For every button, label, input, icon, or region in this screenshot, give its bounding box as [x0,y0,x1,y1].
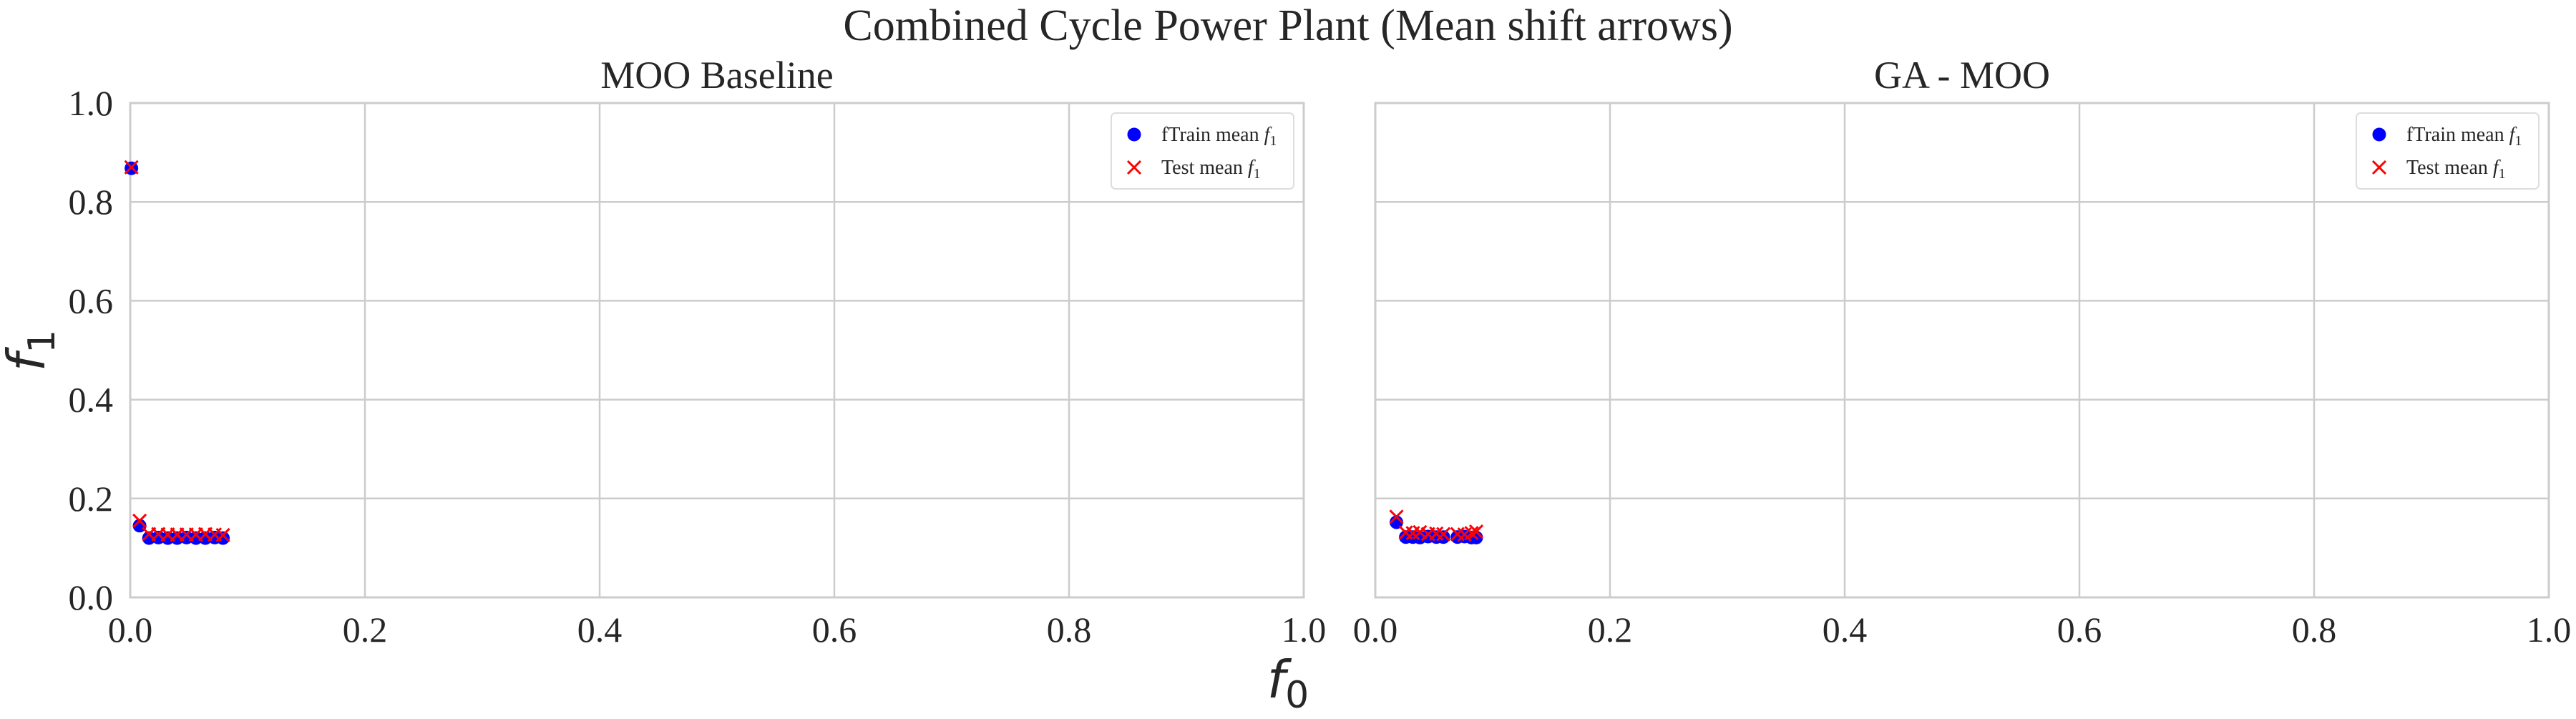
panel-title: GA - MOO [1874,54,2050,97]
plot-frame [1374,102,2550,599]
panel-title: MOO Baseline [600,54,833,97]
x-tick-label: 0.8 [2292,610,2337,650]
y-axis-label-subscript: 1 [21,330,64,353]
legend-entry-name: fTrain mean [1161,124,1264,146]
legend-entry-label: fTrain mean f1 [1161,124,1277,149]
legend-entry-label: fTrain mean f1 [2406,124,2522,149]
legend-entry-name: Test mean [2406,157,2493,179]
legend-marker-circle [2372,127,2386,142]
x-tick-label: 0.8 [1047,610,1092,650]
y-tick-label: 0.4 [69,380,114,420]
legend-entry-subscript: 1 [1269,133,1277,149]
test-mean-point [215,527,230,542]
x-tick-label: 0.0 [108,610,153,650]
chart-panel-1: MOO Baseline 0.0 0.2 0.4 0.6 0.8 1.0 0.0 0.2 0.4 0… [69,54,1327,650]
y-tick-label: 0.2 [69,479,114,519]
x-tick-label: 0.6 [812,610,857,650]
legend-entry-symbol: f [1248,157,1256,179]
x-tick-label: 1.0 [2527,610,2572,650]
x-axis-label-subscript: 0 [1285,674,1309,715]
plot-frame [129,102,1305,599]
chart-suptitle: Combined Cycle Power Plant (Mean shift a… [843,1,1732,50]
legend-marker-circle [1127,127,1141,142]
legend-frame [1111,112,1294,190]
test-mean-point [1413,524,1428,539]
x-tick-label: 0.2 [1588,610,1633,650]
legend-marker-x [2371,160,2387,175]
x-tick-label: 0.4 [577,610,623,650]
legend-entry-symbol: f [2509,124,2517,146]
test-mean-point [1436,527,1451,542]
legend-entry-symbol: f [1264,124,1272,146]
legend-frame [2356,112,2540,190]
legend-entry-label: Test mean f1 [2406,157,2506,182]
legend-entry-label: Test mean f1 [1161,157,1261,182]
test-mean-point [1468,524,1484,539]
x-tick-label: 0.6 [2057,610,2102,650]
x-tick-label: 0.0 [1353,610,1398,650]
legend-entry-subscript: 1 [2514,133,2522,149]
test-mean-point [132,513,147,528]
test-mean-point [1464,526,1479,541]
x-axis-label: f0 [1267,650,1309,715]
y-tick-label: 0.8 [69,182,114,222]
y-tick-label: 1.0 [69,83,114,123]
legend-entry-subscript: 1 [1254,166,1261,182]
legend-entry-name: Test mean [1161,157,1248,179]
train-mean-point [1436,530,1450,544]
x-tick-label: 1.0 [1282,610,1327,650]
test-mean-point [1389,509,1404,524]
x-tick-label: 0.2 [343,610,388,650]
y-axis-label: f1 [0,330,64,371]
train-mean-point [216,531,230,545]
x-tick-label: 0.4 [1823,610,1868,650]
legend-entry-symbol: f [2493,157,2501,179]
test-mean-point [124,160,139,175]
legend-marker-x [1126,160,1142,175]
legend-entry-name: fTrain mean [2406,124,2509,146]
y-tick-label: 0.6 [69,280,114,321]
legend-entry-subscript: 1 [2499,166,2506,182]
y-tick-label: 0.0 [69,577,114,617]
